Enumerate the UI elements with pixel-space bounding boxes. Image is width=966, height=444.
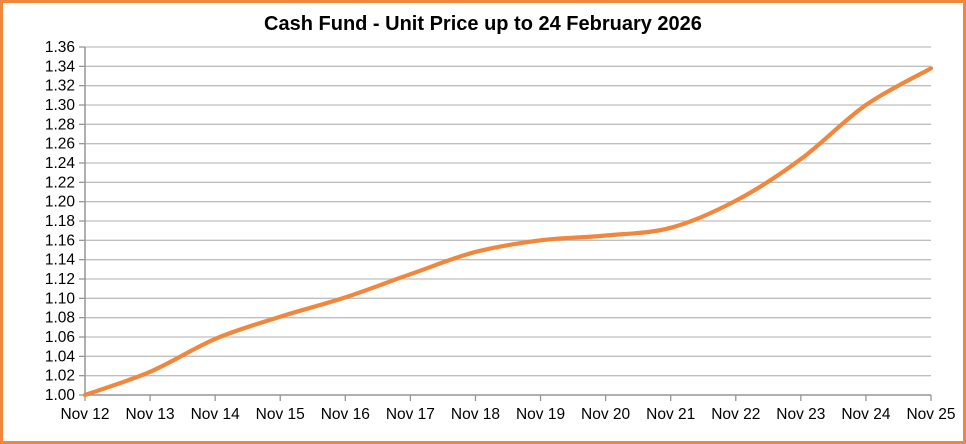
- y-axis-label: 1.02: [45, 368, 75, 385]
- y-axis-label: 1.30: [45, 97, 76, 114]
- x-axis-label: Nov 25: [906, 406, 955, 423]
- y-axis-label: 1.18: [45, 213, 75, 230]
- y-axis-label: 1.08: [45, 310, 75, 327]
- x-axis-label: Nov 15: [256, 406, 305, 423]
- y-axis-label: 1.20: [45, 194, 76, 211]
- y-axis-label: 1.06: [45, 329, 75, 346]
- unit-price-line: [82, 66, 934, 398]
- y-axis-label: 1.12: [45, 271, 75, 288]
- y-axis-label: 1.36: [45, 39, 75, 56]
- y-axis-label: 1.10: [45, 290, 76, 307]
- y-axis-label: 1.32: [45, 78, 75, 95]
- x-axis-label: Nov 13: [126, 406, 175, 423]
- x-axis-label: Nov 23: [776, 406, 825, 423]
- x-axis-label: Nov 17: [386, 406, 435, 423]
- x-axis-label: Nov 14: [191, 406, 240, 423]
- x-axis-label: Nov 24: [841, 406, 890, 423]
- x-axis-label: Nov 22: [711, 406, 760, 423]
- y-axis-label: 1.16: [45, 232, 75, 249]
- chart-title: Cash Fund - Unit Price up to 24 February…: [264, 13, 702, 35]
- y-axis-label: 1.14: [45, 252, 76, 269]
- x-axis-label: Nov 21: [646, 406, 695, 423]
- x-axis-label: Nov 19: [516, 406, 565, 423]
- y-axis-label: 1.22: [45, 174, 75, 191]
- x-axis-label: Nov 18: [451, 406, 500, 423]
- line-chart-canvas: 1.00 1.02 1.04 1.06 1.08 1.10 1.12 1.14 1.16 1.18…: [45, 39, 956, 423]
- x-axis-label: Nov 12: [60, 406, 109, 423]
- x-axis-label: Nov 20: [581, 406, 630, 423]
- y-axis-label: 1.34: [45, 58, 76, 75]
- y-axis-label: 1.04: [45, 348, 76, 365]
- y-axis-label: 1.28: [45, 116, 75, 133]
- y-axis-label: 1.24: [45, 155, 76, 172]
- x-axis-label: Nov 16: [321, 406, 370, 423]
- y-axis-label: 1.00: [45, 387, 76, 404]
- y-axis-label: 1.26: [45, 136, 75, 153]
